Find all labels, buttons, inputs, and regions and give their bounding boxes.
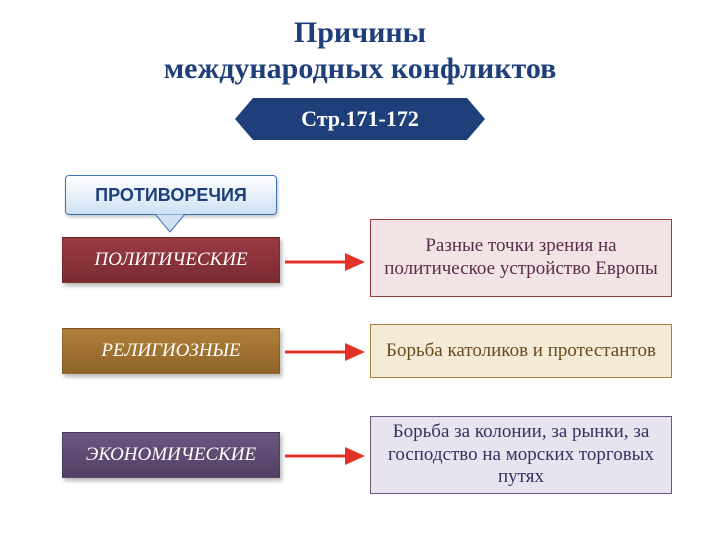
category-box: ПОЛИТИЧЕСКИЕ xyxy=(62,237,280,283)
arrow-right-icon xyxy=(283,250,365,274)
page-reference-badge: Стр.171-172 xyxy=(235,98,485,140)
contradictions-header: ПРОТИВОРЕЧИЯ xyxy=(65,175,277,215)
header-callout-arrow-icon xyxy=(155,214,185,234)
description-box: Борьба за колонии, за рынки, за господст… xyxy=(370,416,672,494)
page-title-line1: Причины xyxy=(0,16,720,51)
description-box: Разные точки зрения на политическое устр… xyxy=(370,219,672,297)
page-reference-label: Стр.171-172 xyxy=(235,98,485,140)
arrow-right-icon xyxy=(283,444,365,468)
arrow-right-icon xyxy=(283,340,365,364)
description-box: Борьба католиков и протестантов xyxy=(370,324,672,378)
page-title-line2: международных конфликтов xyxy=(0,52,720,87)
category-box: ЭКОНОМИЧЕСКИЕ xyxy=(62,432,280,478)
category-box: РЕЛИГИОЗНЫЕ xyxy=(62,328,280,374)
